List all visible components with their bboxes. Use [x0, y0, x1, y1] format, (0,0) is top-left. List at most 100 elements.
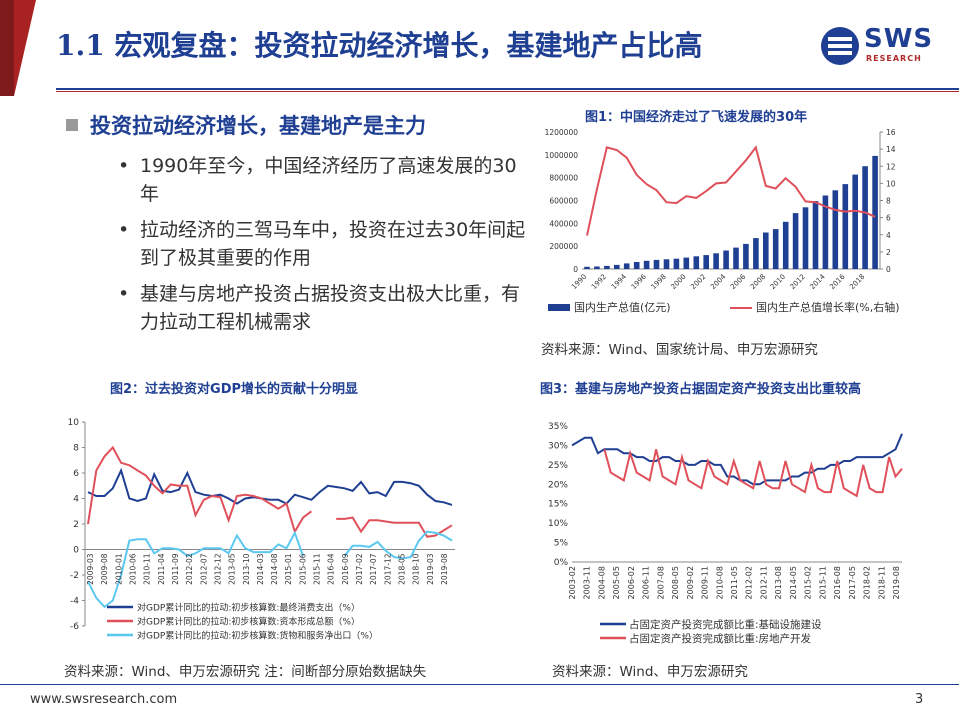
x-tick-label: 2015-11: [818, 566, 827, 599]
legend-label: 占固定资产投资完成额比重:基础设施建设: [629, 618, 822, 631]
legend-label: 国内生产总值(亿元): [574, 300, 671, 314]
x-tick-label: 2018-10: [412, 553, 421, 585]
y-tick-label: 0: [73, 546, 79, 556]
page-number: 3: [915, 692, 924, 707]
y-left-tick-label: 800000: [549, 174, 578, 183]
investment-share-chart: 0% 5% 10% 15% 20% 25% 30% 35% 2003-02 2003-11 2004…: [548, 422, 903, 645]
y-tick-label: -6: [70, 622, 79, 632]
y-right-tick-label: 8: [886, 197, 891, 206]
x-tick-label: 2011-04: [157, 553, 166, 585]
fig3-source: 资料来源：Wind、申万宏源研究: [552, 664, 748, 680]
x-tick-label: 2009-03: [86, 553, 95, 585]
gdp-bar: [832, 190, 839, 269]
gdp-bar: [723, 250, 729, 269]
y-left-tick-label: 200000: [549, 242, 578, 251]
y-tick-label: 0%: [554, 558, 569, 568]
fig1-title: 图1：中国经济走过了飞速发展的30年: [585, 110, 808, 125]
x-tick-label: 2012: [789, 273, 807, 291]
y-right-tick-label: 4: [886, 231, 891, 240]
gdp-bar: [683, 257, 690, 269]
bullet-item: 1990年至今，中国经济经历了高速发展的30年: [118, 152, 528, 208]
fig2-title: 图2：过去投资对GDP增长的贡献十分明显: [110, 382, 359, 397]
footer-divider: [0, 684, 959, 685]
x-tick-label: 2018-05: [398, 553, 407, 585]
x-tick-label: 1994: [610, 272, 629, 291]
gdp-bar: [753, 238, 759, 269]
footer-url[interactable]: www.swsresearch.com: [30, 692, 178, 707]
y-tick-label: 6: [73, 469, 79, 479]
net-export-line: [87, 530, 453, 609]
y-tick-label: 8: [73, 444, 79, 454]
legend-label: 占固定资产投资完成额比重:房地产开发: [629, 632, 812, 645]
y-tick-label: 25%: [548, 461, 568, 471]
x-tick-label: 2013-08: [774, 566, 783, 599]
sws-logo-icon: [821, 27, 859, 65]
y-right-tick-label: 0: [886, 265, 891, 274]
x-tick-label: 2015-11: [313, 553, 322, 585]
y-tick-label: 2: [73, 520, 79, 530]
x-tick-label: 2015-02: [804, 566, 813, 599]
x-tick-label: 2004: [709, 272, 728, 291]
x-tick-label: 2005-05: [612, 566, 621, 599]
x-tick-label: 2019-08: [440, 553, 449, 585]
y-tick-label: 20%: [548, 480, 568, 490]
logo-text: SWS: [864, 24, 934, 54]
x-tick-label: 2014-03: [256, 553, 265, 585]
capital-formation-line: [87, 445, 453, 538]
y-right-tick-label: 12: [886, 162, 896, 171]
gdp-bar: [822, 195, 829, 269]
legend-label: 国内生产总值增长率(%,右轴): [756, 300, 900, 314]
gdp-chart: 0 200000 400000 600000 800000 1000000 1200000 0…: [545, 128, 900, 314]
gdp-bar: [772, 229, 779, 269]
fig3-title: 图3：基建与房地产投资占据固定资产投资支出比重较高: [540, 382, 862, 397]
x-tick-label: 2017-02: [355, 553, 364, 585]
real-estate-line: [603, 449, 903, 498]
x-tick-label: 2012-07: [199, 553, 208, 585]
x-tick-label: 2010-06: [128, 553, 137, 585]
header-decoration-accent: [14, 0, 36, 96]
y-left-tick-label: 400000: [549, 219, 578, 228]
gdp-growth-line: [586, 145, 876, 236]
x-tick-label: 2016-04: [327, 553, 336, 585]
x-tick-label: 2017-12: [383, 553, 392, 585]
gdp-bar: [594, 266, 600, 269]
x-tick-label: 2012-11: [759, 566, 768, 599]
x-tick-label: 2014-08: [270, 553, 279, 585]
square-bullet-icon: [66, 119, 78, 131]
y-tick-label: 5%: [554, 539, 569, 549]
y-tick-label: 10%: [548, 519, 568, 529]
gdp-bar: [673, 258, 680, 269]
section-heading: 投资拉动经济增长，基建地产是主力: [66, 110, 426, 140]
x-tick-label: 2010-11: [143, 553, 152, 585]
x-tick-label: 2019-03: [426, 553, 435, 585]
y-left-tick-label: 0: [573, 265, 578, 274]
logo-subtext: RESEARCH: [866, 54, 922, 63]
y-left-tick-label: 1200000: [545, 128, 579, 137]
gdp-bar: [812, 201, 819, 269]
y-tick-label: 15%: [548, 500, 568, 510]
legend-label: 对GDP累计同比的拉动:初步核算数:最终消费支出（%）: [137, 602, 360, 614]
y-left-tick-label: 1000000: [545, 151, 579, 160]
x-tick-label: 2019-08: [892, 566, 901, 599]
x-tick-label: 1996: [630, 272, 649, 291]
x-tick-label: 2010: [769, 273, 787, 291]
x-tick-label: 2015-06: [298, 553, 307, 585]
x-tick-label: 2016-08: [833, 566, 842, 599]
gdp-contribution-chart: -6 -4 -2 0 2 4 6 8 10 2009-03 2009-08 2010-01 2010-0…: [68, 418, 455, 642]
x-tick-label: 2009-11: [701, 566, 710, 599]
y-tick-label: 30%: [548, 441, 568, 451]
sws-logo: SWS RESEARCH: [820, 22, 950, 72]
legend-label: 对GDP累计同比的拉动:初步核算数:资本形成总额（%）: [137, 616, 360, 628]
x-tick-label: 2013-05: [228, 553, 237, 585]
x-tick-label: 2000: [669, 273, 687, 291]
section-heading-text: 投资拉动经济增长，基建地产是主力: [90, 114, 426, 138]
x-tick-label: 2015-01: [284, 553, 293, 585]
x-tick-label: 2010-01: [114, 553, 123, 585]
gdp-bar: [643, 260, 650, 269]
x-tick-label: 2017-07: [369, 553, 378, 585]
x-tick-label: 2002: [689, 273, 707, 291]
y-tick-label: 35%: [548, 422, 568, 432]
gdp-bar: [584, 266, 590, 269]
x-tick-label: 2017-05: [848, 566, 857, 599]
x-tick-label: 2012-12: [213, 553, 222, 585]
